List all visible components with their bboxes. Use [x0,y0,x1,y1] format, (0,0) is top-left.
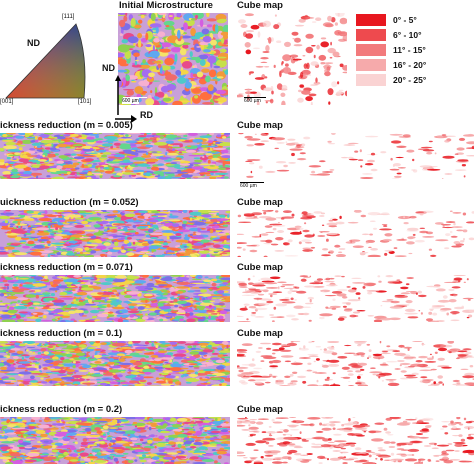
row-4-label: ickness reduction (m = 0.1) [0,328,123,339]
row-3-cube-label: Cube map [237,262,283,273]
row-2-ipf-map [0,210,230,257]
legend-entry: 11° - 15° [356,44,474,58]
nd-arrow-icon [115,75,121,115]
legend-entry: 6° - 10° [356,29,474,43]
row-2-label: uickness reduction (m = 0.052) [0,197,139,208]
row-1-cube-label: Cube map [237,120,283,131]
row-4-cube-label: Cube map [237,328,283,339]
row-scale-bar [240,182,264,183]
top-cube-map-title: Cube map [237,0,283,11]
row-3-label: ickness reduction (m = 0.071) [0,262,133,273]
legend-swatch [356,14,386,26]
legend-swatch [356,74,386,86]
top-cube-map [237,13,347,105]
initial-microstructure-map [118,13,228,105]
top-cube-scale-label: 600 µm [244,98,261,104]
row-5-label: ickness reduction (m = 0.2) [0,404,123,415]
row-1-cube-map [237,133,474,179]
legend-label: 20° - 25° [393,75,427,85]
row-3-ipf-map [0,275,230,322]
ipf-triangle [0,14,110,114]
top-cube-scale-bar [244,97,266,98]
row-5-cube-map [237,417,474,464]
legend-label: 11° - 15° [393,45,426,55]
row-3-cube-map [237,275,474,322]
rd-arrow-icon [115,110,137,123]
legend-swatch [356,44,386,56]
legend-swatch [356,29,386,41]
row-1-ipf-map [0,133,230,179]
row-5-ipf-map [0,417,230,464]
legend-entry: 0° - 5° [356,14,474,28]
legend-entry: 16° - 20° [356,59,474,73]
legend-label: 16° - 20° [393,60,427,70]
legend-label: 6° - 10° [393,30,422,40]
row-4-ipf-map [0,341,230,386]
row-5-cube-label: Cube map [237,404,283,415]
ipf-label-111: [111] [62,14,75,20]
rd-axis-label: RD [140,110,153,120]
ipf-axis-label: ND [27,38,40,48]
legend-entry: 20° - 25° [356,74,474,88]
ipf-label-101: [101] [78,99,92,105]
row-2-cube-map [237,210,474,257]
initial-scale-bar [123,97,147,98]
row-4-cube-map [237,341,474,386]
initial-microstructure-title: Initial Microstructure [119,0,213,11]
nd-axis-label: ND [102,63,115,73]
row-scale-label: 600 µm [240,183,257,189]
legend-label: 0° - 5° [393,15,417,25]
row-2-cube-label: Cube map [237,197,283,208]
legend-swatch [356,59,386,71]
row-1-label: ickness reduction (m = 0.005) [0,120,133,131]
ipf-label-001: [001] [0,99,14,105]
initial-scale-label: 600 µm [122,98,139,104]
